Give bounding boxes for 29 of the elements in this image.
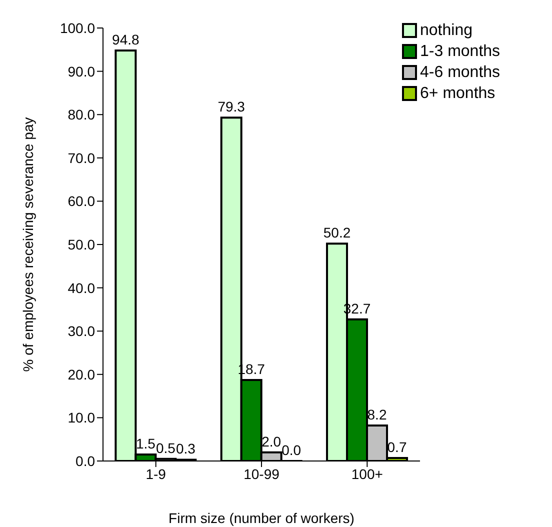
data-label: 0.3	[176, 440, 196, 457]
y-tick-label: 40.0	[68, 280, 96, 296]
y-tick-label: 80.0	[68, 106, 96, 123]
y-tick-label: 100.0	[60, 20, 96, 36]
legend-label: 6+ months	[420, 84, 496, 102]
x-tick-label: 100+	[351, 466, 383, 482]
data-label: 50.2	[323, 224, 351, 241]
y-axis-title: % of employees receiving severance pay	[20, 117, 36, 372]
x-axis-title: Firm size (number of workers)	[168, 510, 354, 526]
data-label: 1.5	[136, 436, 156, 452]
y-tick-label: 90.0	[68, 63, 96, 80]
y-tick-label: 70.0	[68, 150, 96, 166]
legend-label: 1-3 months	[420, 42, 500, 60]
y-tick-label: 60.0	[68, 193, 96, 210]
legend-label: 4-6 months	[420, 64, 500, 82]
data-label: 0.7	[387, 438, 407, 455]
data-label: 94.8	[112, 32, 140, 48]
data-label: 79.3	[218, 98, 246, 115]
data-label: 0.5	[156, 440, 176, 456]
y-tick-label: 50.0	[68, 236, 96, 252]
y-tick-label: 10.0	[68, 410, 96, 426]
y-tick-label: 30.0	[68, 323, 96, 340]
x-tick-label: 1-9	[146, 466, 166, 482]
data-label: 0.0	[282, 442, 302, 458]
y-tick-label: 20.0	[68, 366, 96, 382]
y-tick-label: 0.0	[76, 452, 96, 469]
x-tick-label: 10-99	[244, 466, 280, 482]
data-label: 8.2	[367, 406, 387, 422]
legend-label: nothing	[420, 22, 472, 40]
